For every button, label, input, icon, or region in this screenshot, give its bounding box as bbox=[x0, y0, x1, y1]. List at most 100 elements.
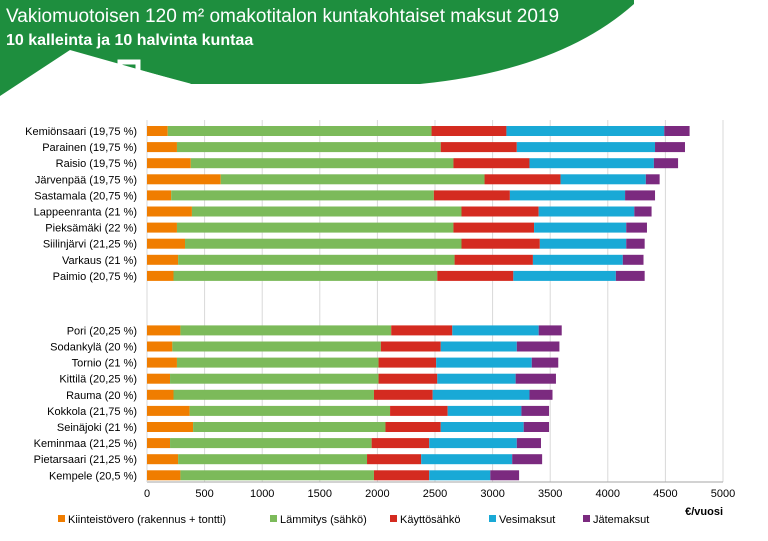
bar-segment bbox=[539, 238, 627, 249]
bar-segment bbox=[523, 422, 550, 432]
bar-segment bbox=[521, 405, 550, 416]
bar-segment bbox=[390, 405, 448, 416]
bar-segment bbox=[615, 270, 645, 281]
bar-segment bbox=[421, 454, 513, 465]
unit-label: €/vuosi bbox=[685, 506, 723, 518]
bar-segment bbox=[513, 270, 616, 281]
bar-segment bbox=[147, 222, 177, 233]
x-tick-label: 4000 bbox=[596, 488, 620, 500]
bar-segment bbox=[664, 126, 690, 136]
category-label: Siilinjärvi (21,25 %) bbox=[43, 239, 137, 251]
bar-segment bbox=[447, 405, 522, 416]
bar-segment bbox=[178, 454, 368, 465]
bar-segment bbox=[626, 222, 647, 233]
bar-segment bbox=[147, 422, 194, 432]
chart-subtitle: 10 kalleinta ja 10 halvinta kuntaa bbox=[6, 32, 254, 49]
bar-segment bbox=[436, 357, 532, 368]
bar-segment bbox=[429, 470, 491, 481]
bar-segment bbox=[509, 190, 626, 201]
category-label: Seinäjoki (21 %) bbox=[57, 422, 137, 434]
x-tick-label: 1000 bbox=[250, 488, 274, 500]
bar-segment bbox=[176, 142, 441, 153]
bar-segment bbox=[432, 389, 530, 400]
bar-segment bbox=[622, 254, 644, 265]
bar-segment bbox=[538, 325, 562, 336]
bar-segment bbox=[185, 238, 462, 249]
bar-segment bbox=[147, 405, 190, 416]
legend: Kiinteistövero (rakennus + tontti) Lämmit… bbox=[58, 506, 723, 526]
house-roof-icon bbox=[0, 51, 191, 105]
bar-segment bbox=[429, 438, 517, 449]
bar-segment bbox=[180, 325, 392, 336]
category-label: Kempele (20,5 %) bbox=[49, 470, 137, 482]
bar-segment bbox=[176, 222, 454, 233]
x-tick-label: 1500 bbox=[308, 488, 332, 500]
bar-segment bbox=[171, 190, 434, 201]
bar-segment bbox=[173, 270, 438, 281]
bar-segment bbox=[645, 174, 660, 185]
category-label: Sastamala (20,75 %) bbox=[34, 190, 137, 202]
bar-segment bbox=[378, 357, 437, 368]
bar-segment bbox=[516, 438, 541, 449]
category-label: Keminmaa (21,25 %) bbox=[34, 438, 137, 450]
bar-segment bbox=[453, 222, 535, 233]
bar-segment bbox=[453, 158, 530, 169]
bar-segment bbox=[147, 357, 177, 368]
bar-segment bbox=[534, 222, 627, 233]
x-tick-label: 0 bbox=[144, 488, 150, 500]
bar-segment bbox=[560, 174, 646, 185]
category-labels: Kemiönsaari (19,75 %) Parainen (19,75 %) R… bbox=[25, 126, 137, 482]
bar-segment bbox=[461, 238, 540, 249]
category-label: Tornio (21 %) bbox=[72, 358, 137, 370]
bar-segment bbox=[178, 254, 455, 265]
bar-segment bbox=[515, 373, 556, 384]
bar-segment bbox=[367, 454, 422, 465]
banner-background bbox=[0, 0, 634, 96]
bar-segment bbox=[506, 126, 665, 136]
bar-segment bbox=[538, 206, 635, 217]
bar-segment bbox=[437, 270, 514, 281]
category-label: Lappeenranta (21 %) bbox=[34, 207, 137, 219]
bar-segment bbox=[378, 373, 438, 384]
x-tick-label: 500 bbox=[195, 488, 213, 500]
bar-segment bbox=[191, 206, 462, 217]
bar-segment bbox=[147, 470, 181, 481]
bar-segment bbox=[147, 454, 179, 465]
bar-segment bbox=[634, 206, 652, 217]
bar-segment bbox=[440, 341, 517, 352]
bar-segment bbox=[512, 454, 543, 465]
bar-segment bbox=[172, 341, 381, 352]
bar-segment bbox=[147, 389, 174, 400]
bar-segment bbox=[626, 238, 645, 249]
bar-segment bbox=[190, 158, 454, 169]
bar-segment bbox=[180, 470, 374, 481]
bar-segment bbox=[147, 238, 186, 249]
bar-segment bbox=[176, 357, 379, 368]
bar-segment bbox=[385, 422, 441, 432]
x-tick-label: 4500 bbox=[653, 488, 677, 500]
bar-segment bbox=[170, 373, 379, 384]
bar-segment bbox=[490, 470, 520, 481]
bar-segment bbox=[373, 389, 433, 400]
category-label: Järvenpää (19,75 %) bbox=[35, 174, 137, 186]
legend-entry: Kiinteistövero (rakennus + tontti) bbox=[68, 514, 226, 526]
bar-segment bbox=[147, 142, 177, 153]
category-label: Varkaus (21 %) bbox=[62, 255, 137, 267]
bar-segment bbox=[147, 325, 181, 336]
bar-segment bbox=[431, 126, 507, 136]
category-label: Paimio (20,75 %) bbox=[53, 271, 137, 283]
bar-segment bbox=[452, 325, 539, 336]
category-label: Pori (20,25 %) bbox=[67, 325, 137, 337]
bar-segment bbox=[516, 341, 560, 352]
legend-entry: Vesimaksut bbox=[499, 514, 555, 526]
bar-segment bbox=[147, 373, 171, 384]
bars bbox=[147, 126, 690, 481]
bar-segment bbox=[532, 254, 623, 265]
bar-segment bbox=[529, 158, 654, 169]
bar-segment bbox=[516, 142, 656, 153]
legend-swatch bbox=[489, 515, 496, 522]
bar-segment bbox=[147, 174, 221, 185]
x-tick-label: 2500 bbox=[423, 488, 447, 500]
bar-segment bbox=[373, 470, 430, 481]
